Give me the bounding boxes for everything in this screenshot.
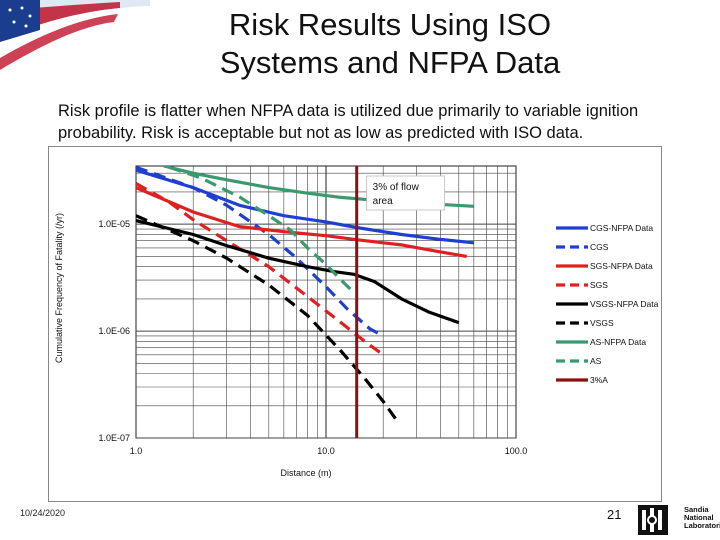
slide-title: Risk Results Using ISO Systems and NFPA …: [120, 6, 660, 82]
legend-entry: AS: [590, 356, 602, 366]
x-tick-label: 10.0: [317, 446, 335, 456]
series-line-sgs-nfpa-data: [136, 186, 467, 258]
legend-entry: 3%A: [590, 375, 608, 385]
x-tick-label: 100.0: [505, 446, 528, 456]
legend-entry: CGS-NFPA Data: [590, 223, 653, 233]
sandia-logo: [638, 505, 668, 535]
subtitle-line-2: probability. Risk is acceptable but not …: [58, 124, 584, 142]
flag-decoration: [0, 0, 150, 70]
legend-entry: SGS: [590, 280, 608, 290]
logo-text: Sandia National Laboratories: [684, 505, 720, 530]
annotation-text: 3% of flow: [373, 182, 420, 193]
series-line-vsgs: [136, 214, 400, 424]
y-tick-label: 1.0E-06: [98, 326, 130, 336]
page-number: 21: [607, 507, 622, 522]
annotation-box: [366, 175, 446, 211]
footer-date: 10/24/2020: [20, 508, 66, 518]
legend-entry: AS-NFPA Data: [590, 337, 646, 347]
legend-entry: VSGS-NFPA Data: [590, 299, 659, 309]
series-line-as: [168, 166, 355, 294]
series-line-cgs-nfpa-data: [136, 168, 474, 245]
y-tick-label: 1.0E-07: [98, 433, 130, 443]
annotation-text: area: [373, 196, 393, 207]
y-tick-label: 1.0E-05: [98, 219, 130, 229]
risk-chart: 1.0 10.0 100.0 1.0E-05 1.0E-06 1.0E-07 Distanc…: [54, 165, 659, 478]
slide-subtitle: Risk profile is flatter when NFPA data i…: [58, 100, 708, 144]
title-line-1: Risk Results Using ISO: [228, 7, 552, 42]
y-axis-label: Cumulative Frequency of Fatality (/yr): [54, 213, 64, 363]
title-line-2: Systems and NFPA Data: [219, 45, 561, 80]
x-tick-label: 1.0: [130, 446, 143, 456]
legend-entry: CGS: [590, 242, 609, 252]
x-axis-label: Distance (m): [280, 468, 331, 478]
subtitle-line-1: Risk profile is flatter when NFPA data i…: [58, 102, 639, 120]
legend-entry: SGS-NFPA Data: [590, 261, 653, 271]
legend-entry: VSGS: [590, 318, 614, 328]
